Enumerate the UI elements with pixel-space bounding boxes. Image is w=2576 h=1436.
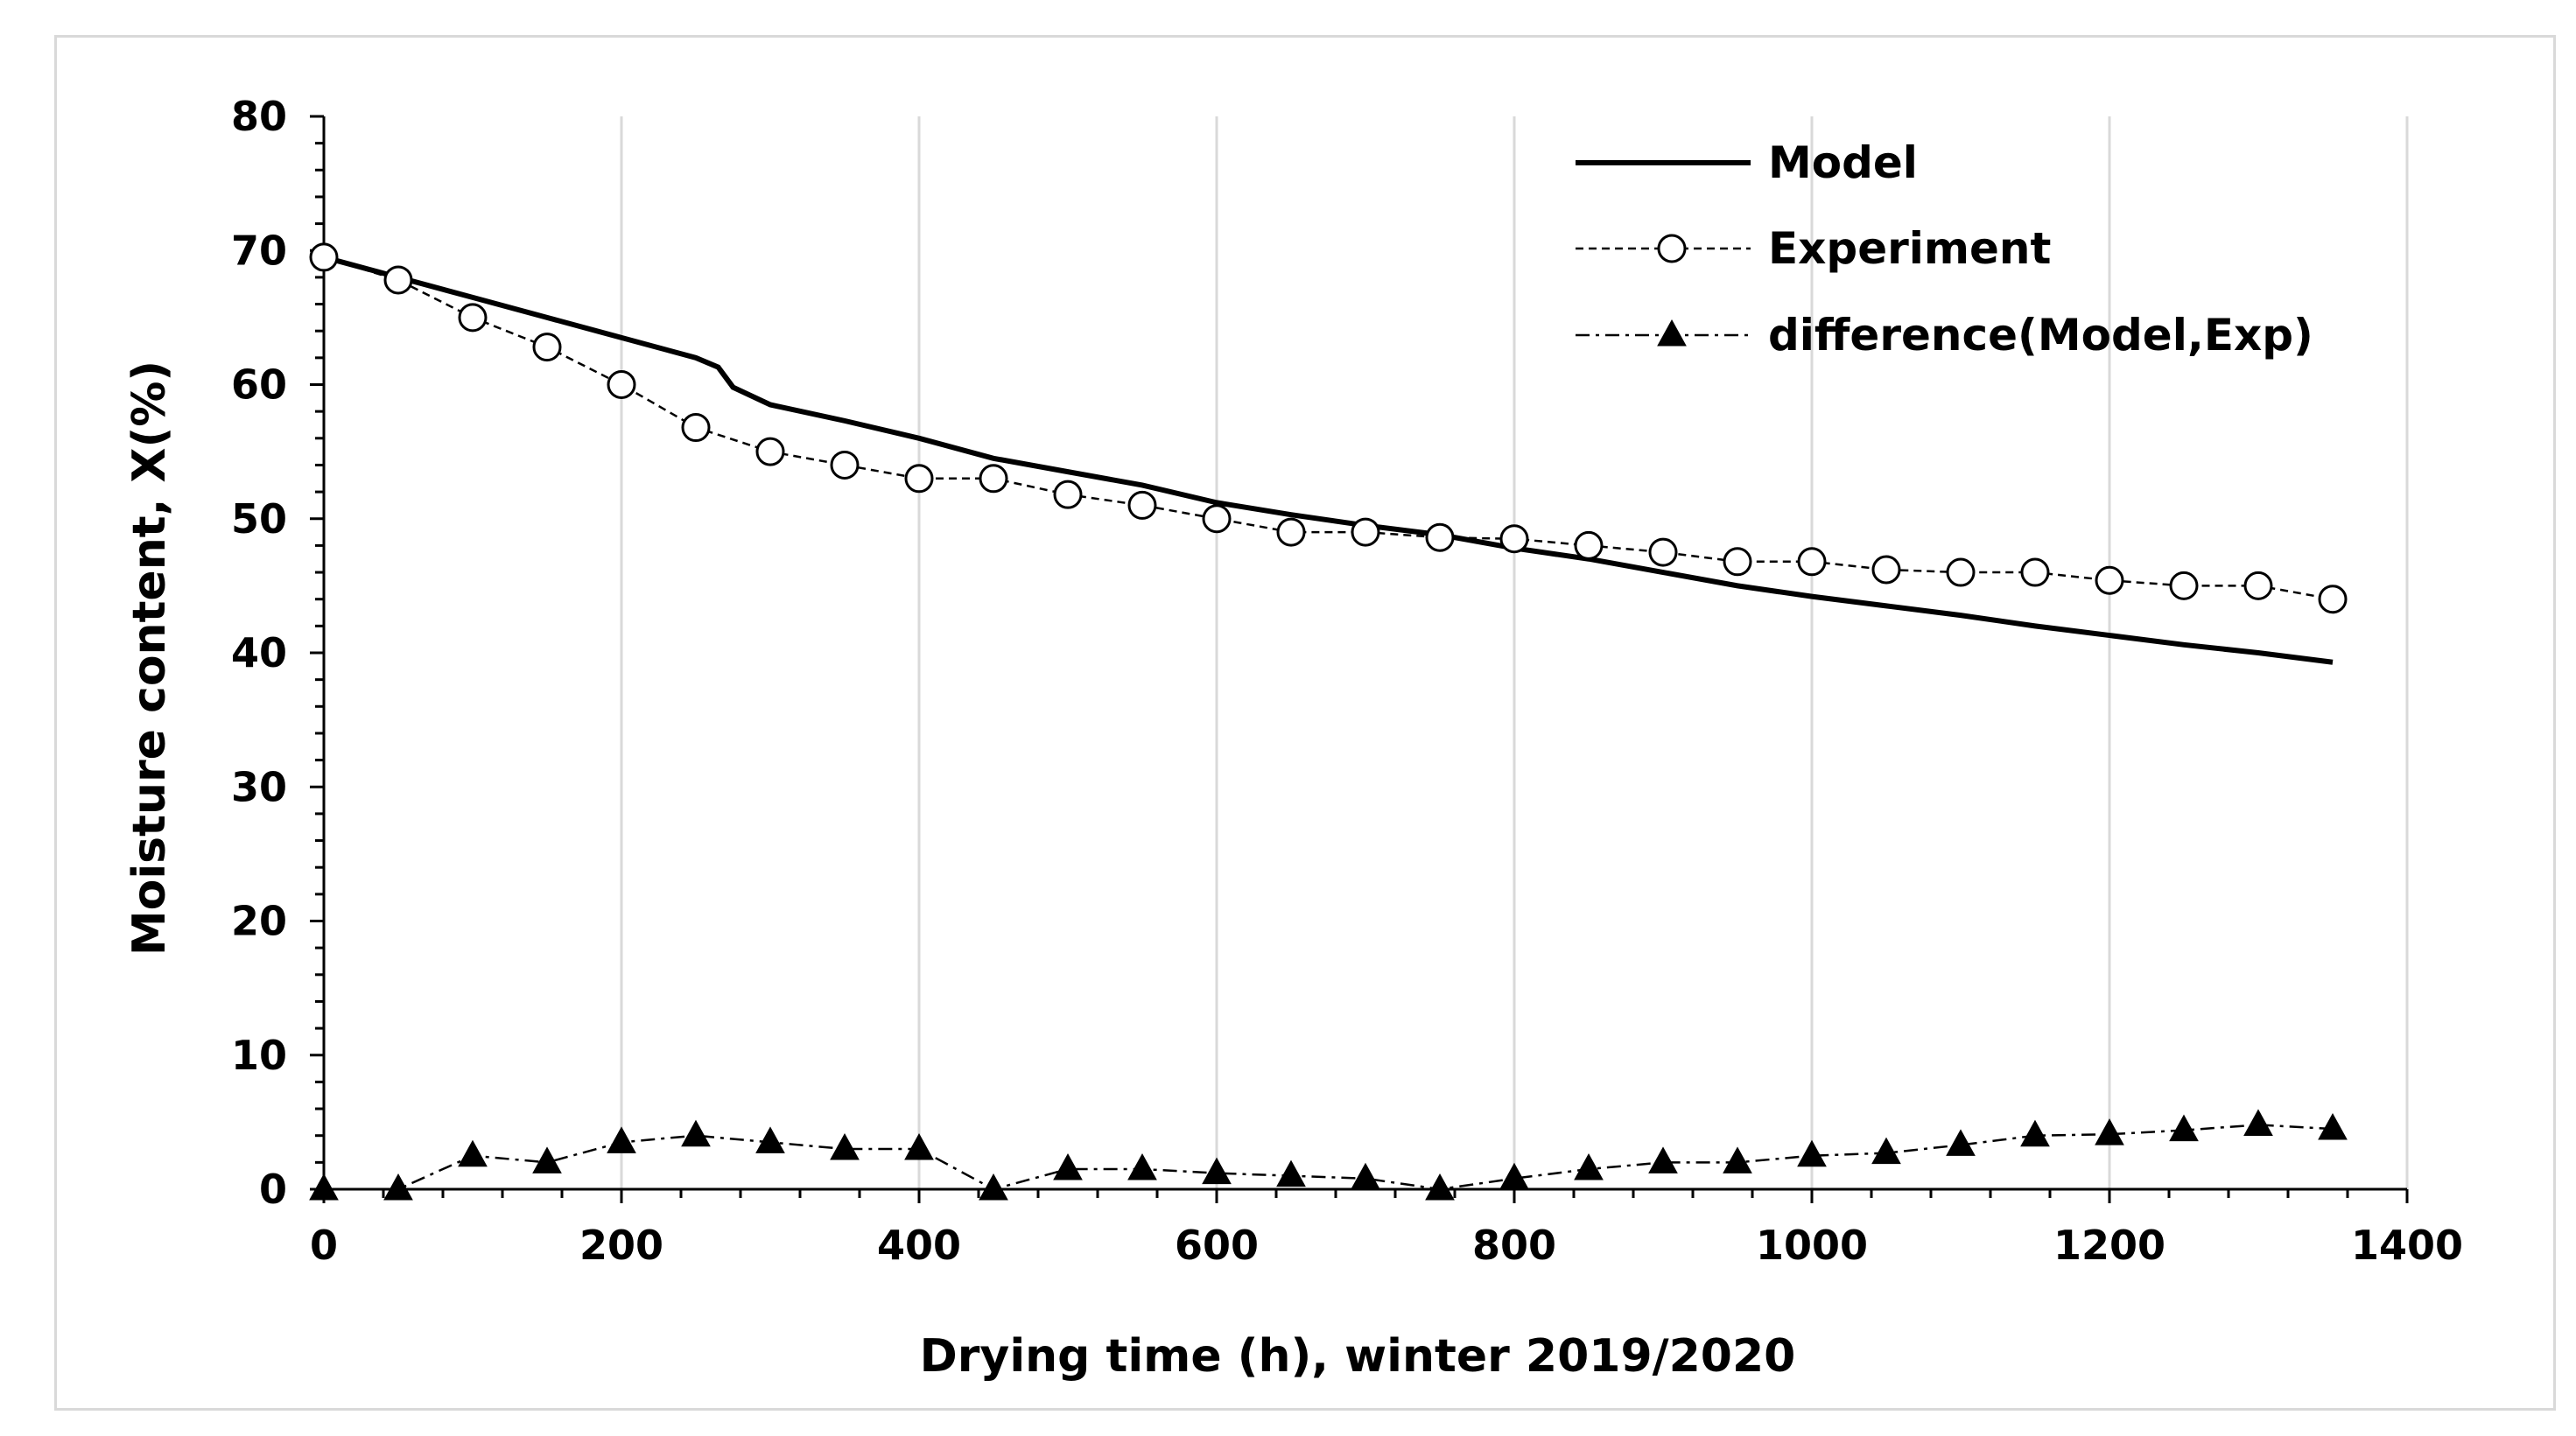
data-point <box>383 265 413 295</box>
series-difference-model-exp- <box>309 1109 2348 1201</box>
data-point <box>830 1132 860 1160</box>
data-point <box>1797 1139 1827 1167</box>
x-tick-label-1200: 1200 <box>2053 1222 2165 1269</box>
legend-entry: Model <box>1576 137 1918 188</box>
legend-label: Model <box>1768 137 1918 188</box>
y-tick-label-20: 20 <box>231 898 287 945</box>
y-tick-label-80: 80 <box>231 93 287 140</box>
data-point <box>1276 1159 1306 1187</box>
data-point <box>2318 1113 2348 1140</box>
grid-lines <box>620 116 2409 1189</box>
data-point <box>532 1146 562 1173</box>
x-tick-label-0: 0 <box>310 1222 338 1269</box>
data-point <box>532 333 562 362</box>
y-tick-label-70: 70 <box>231 227 287 274</box>
data-point <box>2243 571 2273 600</box>
legend-marker <box>1657 234 1687 263</box>
data-point <box>458 303 488 333</box>
data-point <box>1127 490 1157 520</box>
data-point <box>1574 530 1604 560</box>
y-tick-label-40: 40 <box>231 629 287 676</box>
data-point <box>2020 557 2050 587</box>
legend-marker <box>1657 319 1687 347</box>
data-point <box>1871 1137 1901 1165</box>
data-point <box>1648 1146 1678 1173</box>
data-point <box>1425 522 1455 552</box>
data-point <box>1202 504 1232 534</box>
y-tick-label-0: 0 <box>259 1166 287 1213</box>
data-point <box>2020 1119 2050 1147</box>
data-point <box>1351 1162 1380 1190</box>
x-axis-title: Drying time (h), winter 2019/2020 <box>920 1330 1796 1383</box>
data-point <box>1946 557 1976 587</box>
series-model <box>323 255 2334 665</box>
data-point <box>904 1132 934 1160</box>
data-point <box>755 437 785 466</box>
x-tick-label-800: 800 <box>1472 1222 1556 1269</box>
series-line <box>323 255 2334 665</box>
y-tick-label-30: 30 <box>231 763 287 810</box>
data-point <box>755 1126 785 1153</box>
data-point <box>309 1173 339 1201</box>
data-point <box>1499 524 1529 554</box>
x-tick-label-1400: 1400 <box>2351 1222 2463 1269</box>
chart-frame <box>54 35 2556 1411</box>
data-point <box>2318 585 2348 614</box>
data-point <box>681 413 711 443</box>
series-layer <box>309 242 2348 1201</box>
data-point <box>1648 537 1678 567</box>
data-point <box>1723 1146 1752 1173</box>
legend-entry: Experiment <box>1576 223 2051 274</box>
data-point <box>2095 565 2124 595</box>
data-point <box>979 1173 1008 1201</box>
data-point <box>1574 1152 1604 1180</box>
legend-label: Experiment <box>1768 223 2051 274</box>
data-point <box>1053 1152 1083 1180</box>
data-point <box>1499 1162 1529 1190</box>
data-point <box>607 1126 636 1153</box>
x-tick-label-200: 200 <box>579 1222 663 1269</box>
data-point <box>2095 1118 2124 1145</box>
data-point <box>1946 1129 1976 1156</box>
x-tick-label-600: 600 <box>1175 1222 1259 1269</box>
data-point <box>309 242 339 272</box>
y-tick-label-50: 50 <box>231 495 287 543</box>
data-point <box>1202 1157 1232 1185</box>
series-experiment <box>309 242 2348 614</box>
data-point <box>1797 547 1827 577</box>
data-point <box>1127 1152 1157 1180</box>
data-point <box>1871 555 1901 585</box>
x-tick-label-1000: 1000 <box>1756 1222 1868 1269</box>
data-point <box>1276 517 1306 547</box>
data-point <box>2169 571 2199 600</box>
data-point <box>1425 1173 1455 1201</box>
data-point <box>2169 1114 2199 1142</box>
data-point <box>458 1139 488 1167</box>
series-line <box>324 1124 2334 1191</box>
data-point <box>904 464 934 494</box>
data-point <box>830 450 860 480</box>
data-point <box>979 464 1008 494</box>
data-point <box>1723 547 1752 577</box>
x-tick-label-400: 400 <box>877 1222 961 1269</box>
data-point <box>383 1173 413 1201</box>
data-point <box>681 1119 711 1147</box>
y-axis-title: Moisture content, X(%) <box>123 361 176 956</box>
data-point <box>1351 517 1380 547</box>
data-point <box>2243 1109 2273 1136</box>
legend-entry: difference(Model,Exp) <box>1576 310 2313 361</box>
data-point <box>1053 480 1083 509</box>
y-tick-label-60: 60 <box>231 361 287 409</box>
y-tick-label-10: 10 <box>231 1032 287 1079</box>
series-line <box>323 256 2334 600</box>
data-point <box>607 370 636 399</box>
legend-label: difference(Model,Exp) <box>1768 310 2313 361</box>
legend: Model Experiment difference(Model,Exp) <box>1576 137 2313 361</box>
